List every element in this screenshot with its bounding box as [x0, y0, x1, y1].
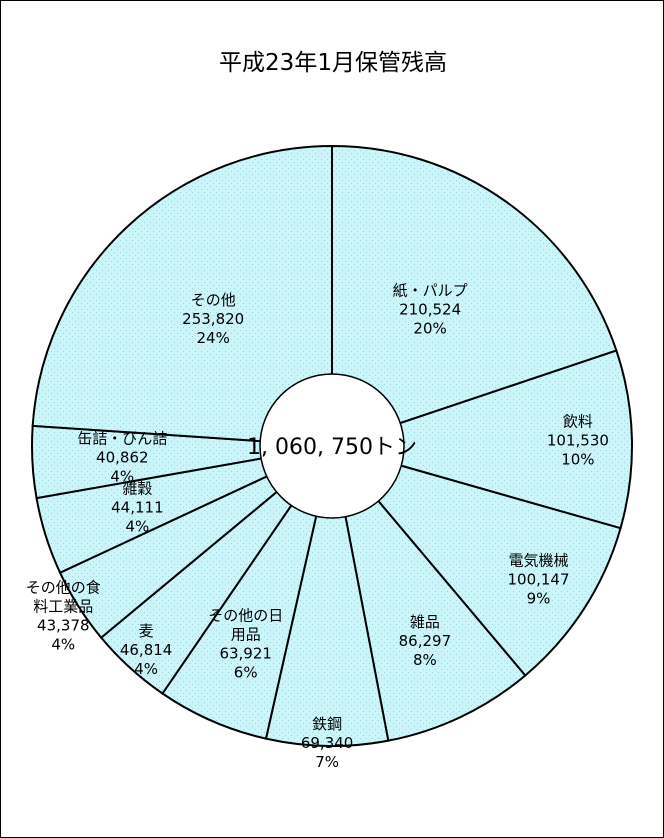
slice-name-label: その他の食 — [26, 579, 101, 597]
slice-name-label: 雑品 — [410, 613, 440, 631]
slice-value-label: 44,111 — [111, 498, 164, 516]
slice-percent-label: 8% — [413, 651, 437, 669]
slice-name-label: 料工業品 — [33, 598, 93, 616]
slice-value-label: 69,340 — [301, 734, 354, 752]
center-total-label: 1, 060, 750トン — [247, 435, 417, 460]
slice-value-label: 63,921 — [219, 645, 272, 663]
slice-label: 麦 46,814 4% — [120, 622, 173, 678]
slice-name-label: 缶詰・びん詰 — [77, 429, 167, 447]
slice-percent-label: 24% — [197, 329, 230, 347]
slice-name-label: 電気機械 — [508, 552, 568, 570]
slice-value-label: 253,820 — [182, 310, 244, 328]
slice-name-label: 麦 — [139, 622, 154, 640]
pie-slice — [329, 444, 622, 677]
pie-slice — [328, 349, 633, 530]
slice-label: その他の日用品 63,921 6% — [208, 607, 283, 682]
slice-percent-label: 6% — [234, 664, 258, 682]
slice-label: 鉄鋼 69,340 7% — [301, 715, 354, 771]
slice-label: 飲料 101,530 10% — [547, 412, 609, 468]
slice-name-label: 用品 — [231, 626, 261, 644]
slice-percent-label: 4% — [110, 467, 134, 485]
slice-name-label: 鉄鋼 — [312, 715, 342, 733]
slice-value-label: 101,530 — [547, 431, 609, 449]
slice-label: 缶詰・びん詰 40,862 4% — [77, 429, 167, 485]
chart-title: 平成23年1月保管残高 — [219, 50, 447, 76]
slice-percent-label: 4% — [134, 660, 158, 678]
slice-name-label: その他の日 — [208, 607, 283, 625]
slice-name-label: 紙・パルプ — [393, 282, 468, 300]
slice-label: 紙・パルプ 210,524 20% — [393, 282, 468, 338]
slice-label: その他 253,820 24% — [182, 291, 244, 347]
slice-name-label: その他 — [191, 291, 236, 309]
slice-value-label: 43,378 — [37, 617, 90, 635]
slice-percent-label: 9% — [527, 590, 551, 608]
slice-percent-label: 20% — [413, 320, 446, 338]
center-hole — [259, 373, 405, 519]
slice-percent-label: 4% — [126, 517, 150, 535]
slice-name-label: 雑穀 — [122, 479, 152, 497]
slice-value-label: 210,524 — [399, 301, 461, 319]
slice-percent-label: 7% — [315, 753, 339, 771]
slice-label: 電気機械 100,147 9% — [507, 552, 569, 608]
slice-value-label: 100,147 — [507, 571, 569, 589]
slice-value-label: 40,862 — [96, 448, 149, 466]
slice-percent-label: 4% — [51, 636, 75, 654]
slice-percent-label: 10% — [561, 450, 594, 468]
pie-slice — [31, 144, 333, 448]
slice-value-label: 46,814 — [120, 641, 173, 659]
pie-slice — [330, 442, 527, 742]
slice-label: 雑品 86,297 8% — [399, 613, 452, 669]
slice-name-label: 飲料 — [563, 412, 593, 430]
slice-value-label: 86,297 — [399, 632, 452, 650]
pie-slice — [331, 144, 618, 448]
slice-label: その他の食料工業品 43,378 4% — [26, 579, 101, 654]
pie-slice — [264, 445, 390, 747]
slice-label: 雑穀 44,111 4% — [111, 479, 164, 535]
